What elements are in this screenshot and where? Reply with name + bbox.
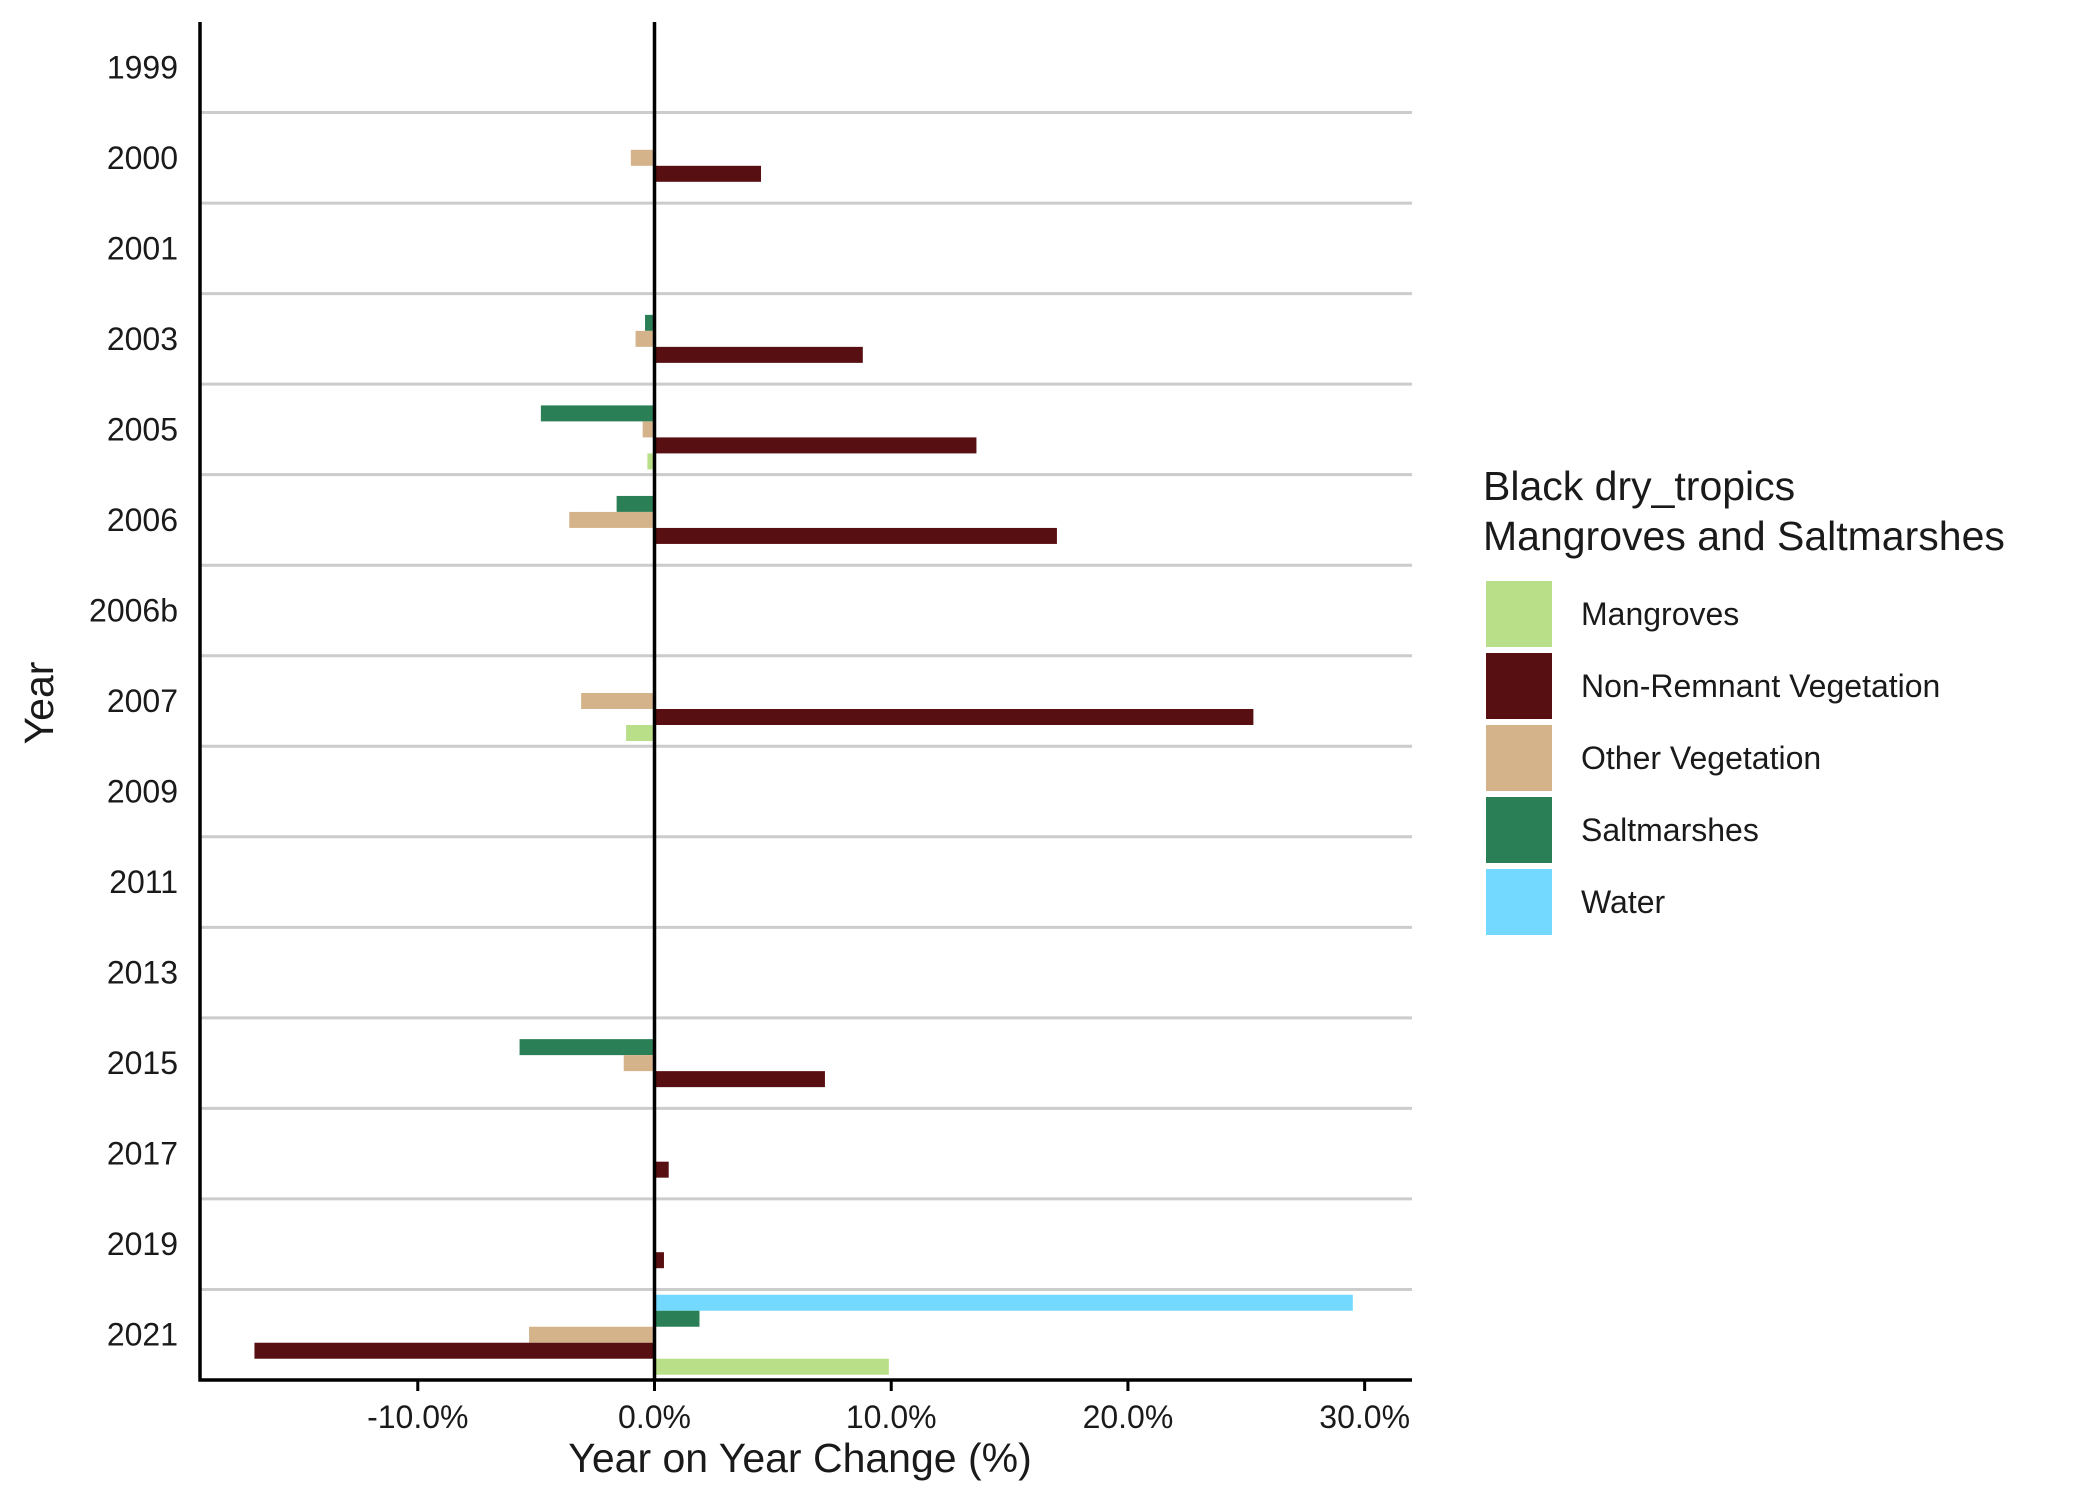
y-tick-label-2007: 2007 [107, 683, 178, 719]
bar-other-vegetation-2000 [630, 149, 655, 166]
bar-non-remnant-vegetation-2007 [654, 709, 1254, 725]
y-tick-label-2015: 2015 [107, 1045, 178, 1081]
bar-saltmarshes-2005 [540, 405, 655, 422]
x-tick-label: 0.0% [618, 1399, 691, 1435]
legend-key-non-remnant-vegetation [1484, 651, 1554, 721]
y-tick-label-2001: 2001 [107, 230, 178, 266]
bar-non-remnant-vegetation-2021 [254, 1342, 655, 1359]
bar-mangroves-2005 [647, 453, 655, 470]
bar-saltmarshes-2006 [616, 495, 655, 512]
legend-title-line-2: Mangroves and Saltmarshes [1483, 513, 2005, 559]
bar-mangroves-2021 [654, 1358, 889, 1375]
y-tick-label-1999: 1999 [107, 49, 178, 85]
bar-non-remnant-vegetation-2006 [654, 527, 1057, 544]
legend-label-non-remnant-vegetation: Non-Remnant Vegetation [1581, 668, 1940, 704]
bar-other-vegetation-2003 [635, 330, 655, 347]
bar-non-remnant-vegetation-2019 [654, 1252, 664, 1269]
x-tick-label: 30.0% [1319, 1399, 1410, 1435]
y-axis-title: Year [16, 662, 62, 745]
y-tick-label-2006b: 2006b [89, 592, 178, 628]
bar-saltmarshes-2003 [645, 314, 655, 331]
bar-other-vegetation-2015 [623, 1055, 655, 1072]
bar-other-vegetation-2005 [642, 421, 655, 438]
x-axis-title: Year on Year Change (%) [568, 1435, 1032, 1481]
y-tick-label-2000: 2000 [107, 140, 178, 176]
legend-key-other-vegetation [1484, 723, 1554, 793]
y-tick-label-2021: 2021 [107, 1317, 178, 1353]
bar-non-remnant-vegetation-2015 [654, 1071, 825, 1088]
y-tick-label-2017: 2017 [107, 1136, 178, 1172]
y-tick-labels: 1999 2000 2001 2003 2005 2006 2006b 2007 2009 201… [89, 49, 178, 1352]
legend-label-saltmarshes: Saltmarshes [1581, 812, 1759, 848]
bar-other-vegetation-2006 [569, 511, 655, 528]
y-tick-label-2003: 2003 [107, 321, 178, 357]
x-tick-label: 10.0% [846, 1399, 937, 1435]
legend: Black dry_tropics Mangroves and Saltmars… [1483, 463, 2005, 937]
bar-water-2021 [654, 1294, 1353, 1311]
x-ticks: -10.0% 0.0% 10.0% 20.0% 30.0% [367, 1380, 1410, 1435]
row-separators [200, 111, 1412, 1291]
y-tick-label-2011: 2011 [109, 864, 178, 900]
y-tick-label-2019: 2019 [107, 1226, 178, 1262]
bar-non-remnant-vegetation-2017 [654, 1161, 669, 1178]
y-tick-label-2009: 2009 [107, 774, 178, 810]
bar-non-remnant-vegetation-2000 [654, 165, 762, 182]
legend-label-water: Water [1581, 884, 1666, 920]
bar-saltmarshes-2015 [519, 1039, 655, 1056]
bar-non-remnant-vegetation-2005 [654, 437, 977, 454]
y-tick-label-2013: 2013 [107, 955, 178, 991]
x-tick-label: 20.0% [1083, 1399, 1174, 1435]
legend-key-saltmarshes [1484, 795, 1554, 865]
bar-saltmarshes-2021 [654, 1310, 700, 1327]
bars [254, 149, 1353, 1375]
legend-items: Mangroves Non-Remnant Vegetation Other Veg… [1484, 579, 1940, 937]
y-tick-label-2005: 2005 [107, 411, 178, 447]
legend-key-water [1484, 867, 1554, 937]
y-tick-label-2006: 2006 [107, 502, 178, 538]
legend-key-mangroves [1484, 579, 1554, 649]
bar-non-remnant-vegetation-2003 [654, 346, 863, 363]
x-tick-label: -10.0% [367, 1399, 468, 1435]
legend-label-other-vegetation: Other Vegetation [1581, 740, 1821, 776]
legend-title-line-1: Black dry_tropics [1483, 463, 1795, 509]
bar-other-vegetation-2007 [581, 693, 655, 709]
bar-mangroves-2007 [626, 725, 655, 741]
bar-other-vegetation-2021 [529, 1326, 655, 1343]
legend-label-mangroves: Mangroves [1581, 596, 1739, 632]
